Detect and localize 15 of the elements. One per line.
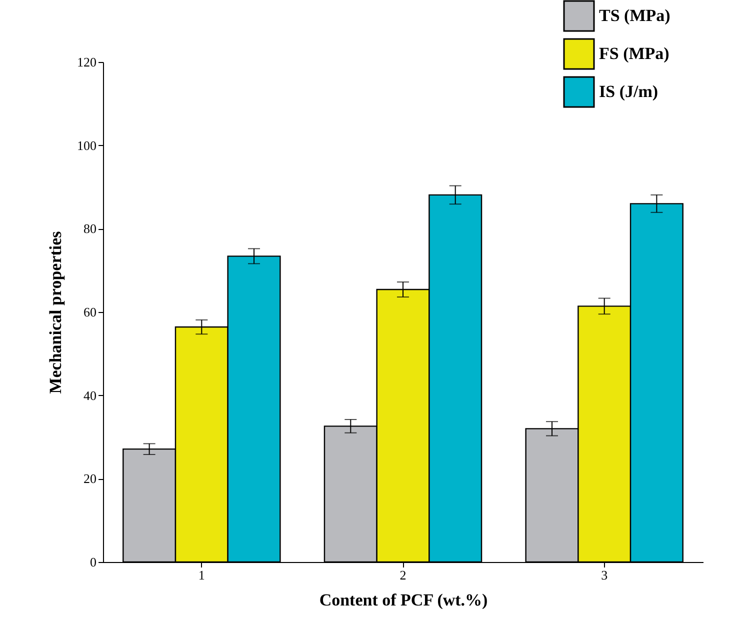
y-tick-label: 100: [77, 138, 96, 153]
y-tick-label: 40: [84, 388, 96, 403]
y-tick-label: 80: [84, 221, 96, 236]
legend-label: TS (MPa): [599, 6, 670, 25]
legend-label: FS (MPa): [599, 44, 670, 63]
y-axis-title: Mechanical properties: [46, 230, 65, 394]
legend-label: IS (J/m): [599, 82, 658, 101]
y-tick-label: 20: [84, 471, 96, 486]
x-tick-label: 2: [400, 568, 406, 582]
y-tick-label: 120: [77, 54, 96, 70]
x-tick-label: 1: [198, 568, 205, 582]
y-tick-label: 0: [90, 554, 96, 570]
x-tick-label: 3: [601, 568, 608, 582]
y-tick-label: 60: [84, 304, 96, 320]
x-axis-title: Content of PCF (wt.%): [319, 590, 488, 610]
